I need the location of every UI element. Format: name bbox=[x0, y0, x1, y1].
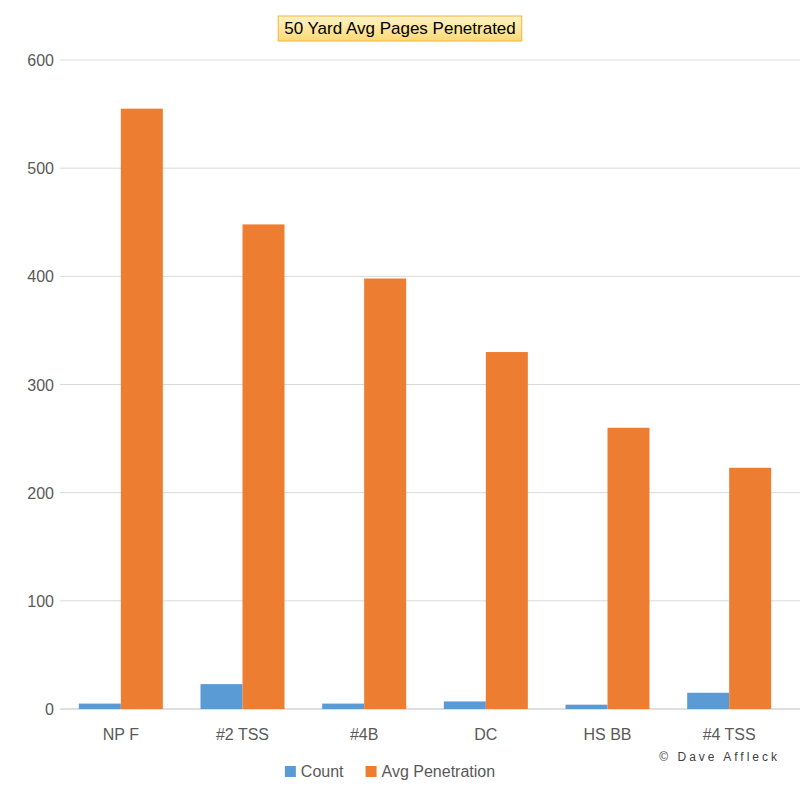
legend-label: Avg Penetration bbox=[382, 763, 496, 780]
legend-swatch bbox=[366, 766, 377, 777]
x-tick-label: HS BB bbox=[583, 726, 631, 743]
y-tick-label: 200 bbox=[27, 485, 54, 502]
grid-line bbox=[60, 492, 800, 493]
bar bbox=[486, 352, 528, 709]
chart-svg: 0 100 200 300 400 500 600 NP F #2 TSS #4B DC HS BB #… bbox=[0, 0, 800, 800]
grid-line bbox=[60, 384, 800, 385]
chart-title: 50 Yard Avg Pages Penetrated bbox=[284, 19, 516, 38]
bar bbox=[79, 704, 121, 709]
bar bbox=[322, 704, 364, 709]
title-box bbox=[278, 16, 522, 41]
grid-line bbox=[60, 600, 800, 601]
bar bbox=[243, 224, 285, 709]
x-tick-label: #4 TSS bbox=[703, 726, 756, 743]
bar bbox=[687, 693, 729, 709]
x-tick-label: #4B bbox=[350, 726, 378, 743]
y-tick-label: 500 bbox=[27, 160, 54, 177]
legend-label: Count bbox=[301, 763, 344, 780]
x-tick-label: NP F bbox=[103, 726, 139, 743]
y-tick-label: 100 bbox=[27, 593, 54, 610]
bars bbox=[79, 109, 771, 709]
bar bbox=[444, 701, 486, 709]
x-tick-label: DC bbox=[474, 726, 497, 743]
x-tick-label: #2 TSS bbox=[216, 726, 269, 743]
chart-container: 0 100 200 300 400 500 600 NP F #2 TSS #4B DC HS BB #… bbox=[0, 0, 800, 800]
annotation: © Dave Affleck bbox=[659, 750, 780, 764]
y-tick-label: 300 bbox=[27, 377, 54, 394]
legend-swatch bbox=[285, 766, 296, 777]
legend: Count Avg Penetration bbox=[285, 763, 495, 780]
bar bbox=[364, 278, 406, 709]
bar bbox=[729, 468, 771, 709]
y-tick-label: 600 bbox=[27, 52, 54, 69]
y-tick-label: 0 bbox=[45, 701, 54, 718]
grid-line bbox=[60, 276, 800, 277]
y-tick-label: 400 bbox=[27, 268, 54, 285]
grid-line bbox=[60, 60, 800, 61]
bar bbox=[566, 705, 608, 709]
bar bbox=[608, 428, 650, 709]
grid-line bbox=[60, 168, 800, 169]
bar bbox=[201, 684, 243, 709]
bar bbox=[121, 109, 163, 709]
